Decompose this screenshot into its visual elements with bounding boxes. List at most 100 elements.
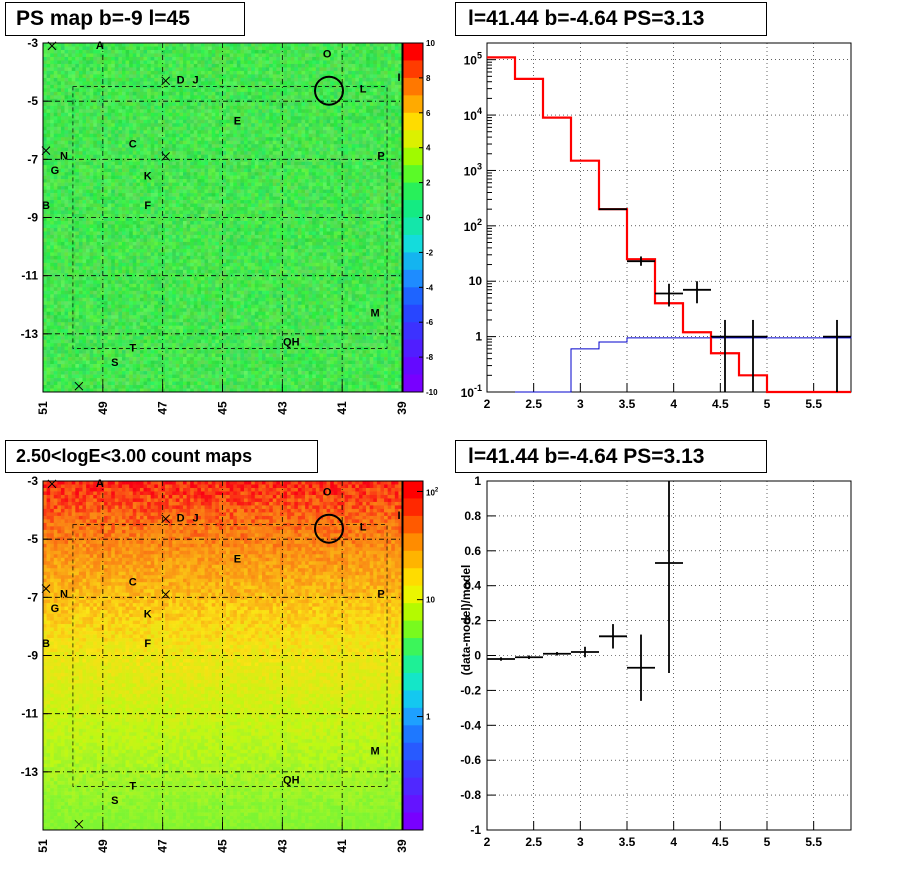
count-heatmap-cells <box>43 481 403 831</box>
source-label-D: D <box>177 513 185 525</box>
count-x-tick-label: 47 <box>156 839 170 853</box>
count-colorbar-cell <box>403 515 423 534</box>
count-colorbar-label: 1 <box>426 713 431 722</box>
count-colorbar-cell <box>403 795 423 814</box>
source-label-P: P <box>377 588 384 600</box>
ps-colorbar-cell <box>403 130 423 149</box>
source-label-F: F <box>144 200 151 212</box>
count-map-title: 2.50<logE<3.00 count maps <box>5 440 318 473</box>
count-y-tick-label: -3 <box>27 474 38 488</box>
source-label-C: C <box>129 139 137 151</box>
spectrum-y-tick-label: 105 <box>464 51 482 68</box>
residual-x-tick-label: 5 <box>764 835 771 849</box>
count-colorbar-cell <box>403 585 423 604</box>
source-label-I: I <box>397 72 400 84</box>
spectrum-x-tick-label: 5.5 <box>805 397 822 411</box>
source-label-B: B <box>42 200 50 212</box>
count-colorbar-cell <box>403 742 423 761</box>
source-label-G: G <box>51 165 60 177</box>
source-label-M: M <box>370 307 379 319</box>
count-cross-marker <box>161 590 171 599</box>
ps-colorbar-label: -2 <box>426 248 434 257</box>
spectrum-x-tick-label: 3 <box>577 397 584 411</box>
ps-colorbar-cell <box>403 217 423 236</box>
count-x-tick-label: 51 <box>36 839 50 853</box>
residual-x-tick-label: 5.5 <box>805 835 822 849</box>
spectrum-x-tick-label: 2.5 <box>525 397 542 411</box>
residual-x-tick-label: 3 <box>577 835 584 849</box>
ps-cross-marker <box>47 41 57 51</box>
ps-selected-source-circle <box>314 75 345 106</box>
source-label-L: L <box>360 83 367 95</box>
ps-colorbar-cell <box>403 374 423 393</box>
count-x-tick-label: 39 <box>395 839 409 853</box>
spectrum-y-tick-label: 103 <box>464 161 482 178</box>
ps-colorbar-label: -8 <box>426 353 434 362</box>
source-label-O: O <box>323 49 332 61</box>
ps-colorbar-cell <box>403 339 423 358</box>
count-y-tick-label: -5 <box>27 532 38 546</box>
spectrum-background-model-line <box>515 336 852 393</box>
ps-colorbar-label: -4 <box>426 283 434 292</box>
ps-colorbar-cell <box>403 182 423 201</box>
ps-x-tick-label: 43 <box>275 401 289 415</box>
count-y-tick-label: -11 <box>21 707 38 721</box>
source-label-T: T <box>129 780 136 792</box>
source-label-C: C <box>129 577 137 589</box>
residual-y-tick-label: 1 <box>474 474 481 488</box>
count-colorbar-cell <box>403 550 423 569</box>
source-label-M: M <box>370 745 379 757</box>
ps-colorbar-cell <box>403 43 423 61</box>
ps-colorbar-cell <box>403 252 423 271</box>
count-x-tick-label: 45 <box>216 839 230 853</box>
spectrum-y-tick-label: 1 <box>475 330 482 344</box>
ps-colorbar-label: 10 <box>426 39 435 48</box>
count-colorbar-cell <box>403 655 423 674</box>
ps-x-tick-label: 39 <box>395 401 409 415</box>
residual-y-tick-label: 0 <box>474 649 481 663</box>
spectrum-y-tick-label: 10-1 <box>461 383 482 400</box>
count-cross-marker <box>74 819 84 829</box>
ps-y-tick-label: -9 <box>27 211 38 225</box>
count-colorbar-cell <box>403 760 423 779</box>
count-cross-marker <box>41 584 51 593</box>
ps-colorbar-cell <box>403 95 423 114</box>
source-label-D: D <box>177 75 185 87</box>
count-roi-outline <box>72 524 388 787</box>
residual-x-tick-label: 2.5 <box>525 835 542 849</box>
source-label-QH: QH <box>283 774 300 786</box>
spectrum-y-tick-label: 10 <box>469 274 483 288</box>
source-label-N: N <box>60 588 68 600</box>
residual-x-tick-label: 3.5 <box>619 835 636 849</box>
source-label-J: J <box>193 75 199 87</box>
count-colorbar-cell <box>403 568 423 587</box>
ps-x-tick-label: 51 <box>36 401 50 415</box>
source-label-N: N <box>60 150 68 162</box>
ps-colorbar-cell <box>403 322 423 341</box>
source-label-A: A <box>96 40 104 52</box>
source-label-E: E <box>234 115 241 127</box>
residual-y-axis-label: (data-model)/model <box>459 565 473 676</box>
source-label-K: K <box>144 171 152 183</box>
count-colorbar-cell <box>403 690 423 709</box>
ps-cross-marker <box>74 381 84 391</box>
source-label-I: I <box>397 510 400 522</box>
ps-cross-marker <box>41 146 51 155</box>
source-label-E: E <box>234 553 241 565</box>
spectrum-x-tick-label: 5 <box>764 397 771 411</box>
count-cross-marker <box>161 514 171 524</box>
source-label-B: B <box>42 638 50 650</box>
residual-x-tick-label: 4.5 <box>712 835 729 849</box>
count-x-tick-label: 41 <box>335 839 349 853</box>
ps-colorbar-label: -6 <box>426 318 434 327</box>
source-label-O: O <box>323 487 332 499</box>
ps-map-title: PS map b=-9 l=45 <box>5 2 245 36</box>
ps-colorbar-cell <box>403 287 423 306</box>
residual-x-tick-label: 4 <box>670 835 677 849</box>
spectrum-y-tick-label: 104 <box>464 106 482 123</box>
ps-colorbar-label: 2 <box>426 179 431 188</box>
source-label-P: P <box>377 150 384 162</box>
source-label-QH: QH <box>283 336 300 348</box>
count-colorbar-label: 10 <box>426 596 435 605</box>
